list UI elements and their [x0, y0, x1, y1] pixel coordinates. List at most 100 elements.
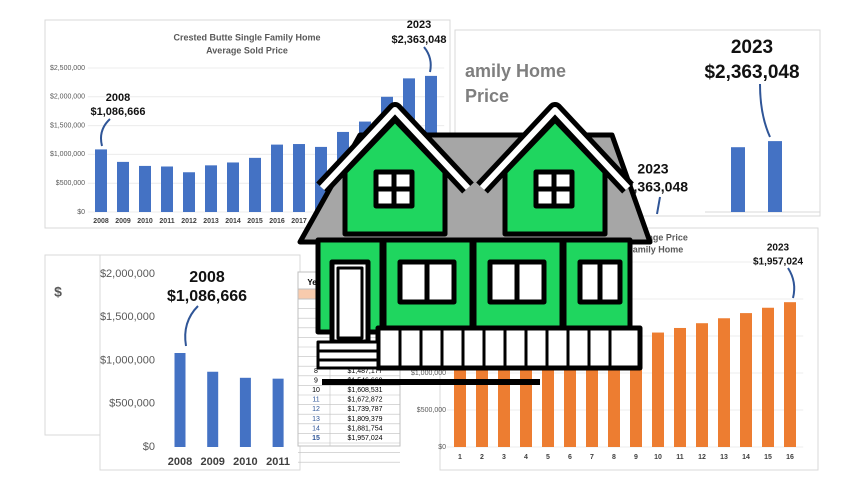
y-tick-label: $0 [143, 441, 155, 453]
bar [454, 366, 466, 447]
bar [239, 377, 251, 447]
y-tick-label: $2,000,000 [100, 268, 155, 280]
annotation: 2023 [637, 161, 668, 177]
table-cell: 9 [314, 377, 318, 384]
table-header: Ye [307, 278, 317, 287]
x-tick-label: 14 [742, 454, 750, 461]
annotation-arrow [656, 196, 661, 215]
x-tick-label: 8 [612, 454, 616, 461]
chart-title: Average Sold Price [206, 45, 288, 55]
table-cell: 15 [312, 435, 320, 442]
annotation-arrow [423, 46, 432, 73]
annotation: 2023 [407, 19, 431, 31]
x-tick-label: 5 [546, 454, 550, 461]
bar [784, 302, 796, 447]
bar [586, 345, 598, 447]
chart-title: amily Home [465, 61, 566, 81]
chart-title: amily Home [633, 244, 684, 254]
bar [652, 332, 664, 447]
table-cell: $1,881,754 [347, 425, 382, 432]
bar [272, 378, 284, 447]
bar [674, 327, 686, 447]
annotation-arrow [100, 118, 111, 147]
table-cell: $1,608,531 [347, 387, 382, 394]
annotation: 2008 [189, 269, 225, 286]
x-tick-label: 2013 [203, 218, 219, 225]
x-tick-label: 13 [720, 454, 728, 461]
bar [293, 144, 305, 212]
x-tick-label: 2 [480, 454, 484, 461]
x-tick-label: 1 [458, 454, 462, 461]
bar [95, 149, 107, 212]
y-tick-label: $1,500,000 [50, 122, 85, 129]
x-tick-label: 10 [654, 454, 662, 461]
table-cell: $1,487,177 [347, 368, 382, 375]
table-cell: 10 [312, 387, 320, 394]
table-cell: 8 [314, 368, 318, 375]
chart-title: Average Price [628, 232, 688, 242]
table-cell: 12 [312, 406, 320, 413]
bar [227, 162, 239, 212]
annotation-arrow [759, 83, 771, 138]
x-tick-label: 2009 [200, 456, 224, 468]
bar [542, 352, 554, 447]
bar [718, 318, 730, 447]
table-cell: 14 [312, 425, 320, 432]
x-tick-label: 2014 [225, 218, 241, 225]
y-axis-label: $ [54, 284, 62, 300]
bar [271, 144, 283, 212]
y-tick-label: $1,500,000 [100, 311, 155, 323]
bar [249, 157, 261, 212]
bar [498, 360, 510, 447]
x-tick-label: 4 [524, 454, 528, 461]
bar [139, 165, 151, 212]
x-tick-label: 2010 [233, 456, 257, 468]
table-cell: 11 [312, 397, 319, 404]
y-tick-label: $0 [77, 209, 85, 216]
bar [740, 313, 752, 447]
x-tick-label: 9 [634, 454, 638, 461]
annotation: $2,363,048 [704, 62, 799, 83]
bar [731, 147, 745, 212]
table-cell: $1,739,787 [347, 406, 382, 413]
x-tick-label: 2010 [137, 218, 153, 225]
y-tick-label: $1,000,000 [411, 370, 446, 377]
house-illustration [297, 102, 653, 385]
annotation: 2023 [731, 37, 773, 58]
annotation: 2008 [106, 92, 130, 104]
table-cell: 13 [312, 416, 320, 423]
annotation: $2,363,048 [391, 34, 446, 46]
x-tick-label: 2015 [247, 218, 263, 225]
annotation: $1,086,666 [90, 106, 145, 118]
bar [207, 371, 219, 447]
bar [161, 166, 173, 212]
x-tick-label: 2011 [159, 218, 174, 225]
bar [476, 363, 488, 447]
x-tick-label: 12 [698, 454, 706, 461]
bar [205, 165, 217, 212]
y-tick-label: $0 [438, 444, 446, 451]
x-tick-label: 2011 [266, 456, 290, 468]
table-cell: $1,957,024 [347, 435, 382, 442]
table-cell: $1,672,872 [347, 397, 382, 404]
y-tick-label: $1,000,000 [100, 354, 155, 366]
y-tick-label: $500,000 [417, 407, 446, 414]
bar [696, 323, 708, 447]
x-tick-label: 2009 [115, 218, 131, 225]
x-tick-label: 7 [590, 454, 594, 461]
chart-title: Price [465, 86, 509, 106]
annotation-arrow [787, 267, 796, 299]
y-tick-label: $2,000,000 [50, 94, 85, 101]
annotation-arrow [184, 305, 199, 347]
annotation: 2023 [767, 243, 790, 254]
bar [183, 172, 195, 212]
y-tick-label: $500,000 [56, 180, 85, 187]
bar [117, 161, 129, 212]
chart: $ [44, 254, 101, 436]
y-tick-label: $500,000 [109, 398, 155, 410]
x-tick-label: 11 [676, 454, 684, 461]
annotation: $2,363,048 [618, 179, 688, 195]
annotation: $1,957,024 [753, 257, 803, 268]
chart: $0 $500,000 $1,000,000 $1,500,000 $2,000,000… [99, 254, 301, 471]
